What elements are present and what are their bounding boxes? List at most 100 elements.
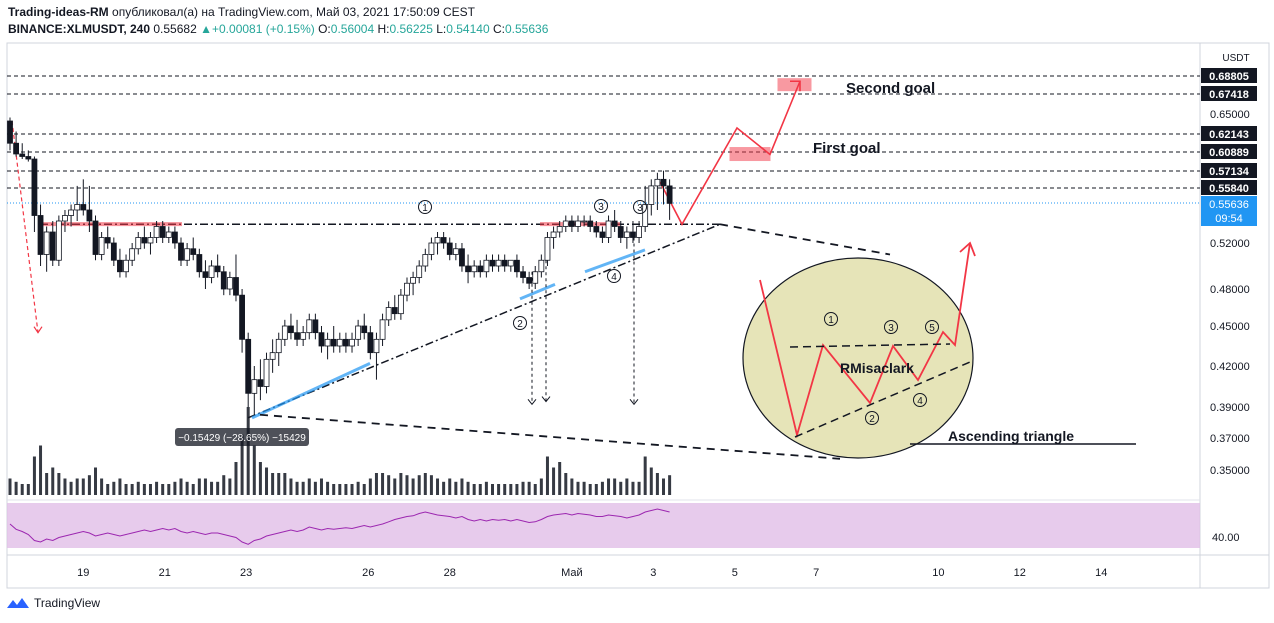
published-text: опубликовал(а) на TradingView.com, Май 0… bbox=[112, 5, 475, 19]
volume-bar bbox=[350, 484, 354, 495]
wave-label: 4 bbox=[917, 396, 923, 407]
candle-body bbox=[80, 204, 87, 211]
wave-label: 5 bbox=[929, 323, 935, 334]
candle-body bbox=[281, 325, 288, 340]
volume-bar bbox=[649, 467, 653, 495]
candles bbox=[7, 117, 673, 415]
candle-body bbox=[373, 338, 380, 354]
volume-bar bbox=[668, 475, 672, 495]
countdown-label: 09:54 bbox=[1215, 213, 1243, 225]
volume-bar bbox=[436, 478, 440, 495]
close-label: C: bbox=[492, 22, 505, 36]
volume-bar bbox=[326, 481, 330, 495]
candle-body bbox=[452, 248, 459, 255]
high-value: 0.56225 bbox=[389, 22, 433, 36]
wave-circle bbox=[418, 200, 432, 214]
author-name[interactable]: Trading-ideas-RM bbox=[8, 5, 109, 19]
volume-bar bbox=[607, 478, 611, 495]
candle-body bbox=[269, 352, 276, 360]
volume-bar bbox=[63, 478, 67, 495]
volume-bar bbox=[344, 484, 348, 495]
volume-bar bbox=[368, 478, 372, 495]
volume-bar bbox=[429, 475, 433, 495]
wave-label: 3 bbox=[598, 202, 604, 213]
x-tick-label: 21 bbox=[159, 567, 171, 579]
volume-bar bbox=[106, 484, 110, 495]
volume-bar bbox=[136, 481, 140, 495]
x-tick-label: 5 bbox=[732, 567, 738, 579]
candle-body bbox=[86, 209, 93, 222]
support-highlight bbox=[519, 283, 556, 301]
candle-body bbox=[581, 220, 588, 223]
candle-body bbox=[153, 226, 160, 238]
volume-bar bbox=[222, 475, 226, 495]
candle-body bbox=[49, 231, 56, 261]
candle-body bbox=[599, 231, 606, 238]
candle-body bbox=[428, 242, 435, 255]
wave-label: 4 bbox=[611, 272, 617, 283]
candle-body bbox=[312, 319, 319, 334]
candle-body bbox=[220, 271, 227, 290]
wave-label: 1 bbox=[422, 203, 428, 214]
volume-bar bbox=[32, 456, 36, 495]
candle-body bbox=[68, 209, 74, 216]
volume-bar bbox=[570, 478, 574, 495]
y-tick-label: 0.45000 bbox=[1210, 321, 1250, 333]
volume-bar bbox=[8, 478, 12, 495]
pattern-bottom-line bbox=[794, 361, 971, 438]
candle-body bbox=[294, 332, 300, 340]
candle-body bbox=[648, 185, 655, 205]
volume-bar bbox=[362, 484, 366, 495]
candle-body bbox=[214, 265, 221, 273]
volume-bar bbox=[478, 484, 482, 495]
y-tick-label: 0.48000 bbox=[1210, 284, 1250, 296]
support-highlight bbox=[251, 361, 371, 420]
volume-bar bbox=[203, 478, 207, 495]
wave-label: 1 bbox=[828, 315, 834, 326]
candle-body bbox=[660, 178, 667, 187]
volume-bar bbox=[662, 478, 666, 495]
volume-bar bbox=[533, 484, 537, 495]
y-tick-label: 0.37000 bbox=[1210, 433, 1250, 445]
candle-body bbox=[489, 259, 496, 267]
candle-body bbox=[208, 265, 215, 278]
candle-body bbox=[43, 231, 50, 255]
volume-bar bbox=[655, 473, 659, 495]
symbol-name[interactable]: BINANCE:XLMUSDT, 240 bbox=[8, 22, 151, 36]
volume-bar bbox=[319, 478, 323, 495]
resistance-zone bbox=[42, 222, 182, 227]
candle-body bbox=[654, 178, 661, 187]
candle-body bbox=[343, 338, 349, 347]
volume-bar bbox=[332, 484, 336, 495]
candle-body bbox=[556, 226, 563, 233]
low-label: L: bbox=[436, 22, 447, 36]
candle-body bbox=[202, 271, 209, 278]
volume-bar bbox=[417, 475, 421, 495]
level-price-tag bbox=[1201, 86, 1257, 101]
volume-bar bbox=[594, 484, 598, 495]
candle-body bbox=[141, 237, 148, 244]
candle-body bbox=[92, 220, 99, 255]
volume-bar bbox=[252, 445, 256, 495]
candle-body bbox=[190, 248, 197, 255]
volume-bar bbox=[301, 481, 305, 495]
volume-bar bbox=[356, 481, 360, 495]
price-change: +0.00081 (+0.15%) bbox=[212, 22, 315, 36]
candle-body bbox=[507, 259, 514, 267]
footer-brand[interactable]: TradingView bbox=[6, 596, 100, 610]
candle-body bbox=[355, 325, 362, 340]
level-price-tag bbox=[1201, 126, 1257, 141]
volume-bar bbox=[289, 478, 293, 495]
x-tick-label: 14 bbox=[1095, 567, 1107, 579]
candle-body bbox=[642, 204, 649, 227]
volume-bar bbox=[515, 484, 519, 495]
y-tick-label: 0.65000 bbox=[1210, 109, 1250, 121]
candle-body bbox=[385, 307, 392, 321]
first-goal-label: First goal bbox=[813, 140, 881, 157]
volume-bar bbox=[558, 462, 562, 495]
level-price-label: 0.62143 bbox=[1209, 129, 1249, 141]
candle-body bbox=[367, 332, 374, 354]
open-label: O: bbox=[318, 22, 331, 36]
x-tick-label: 3 bbox=[650, 567, 656, 579]
